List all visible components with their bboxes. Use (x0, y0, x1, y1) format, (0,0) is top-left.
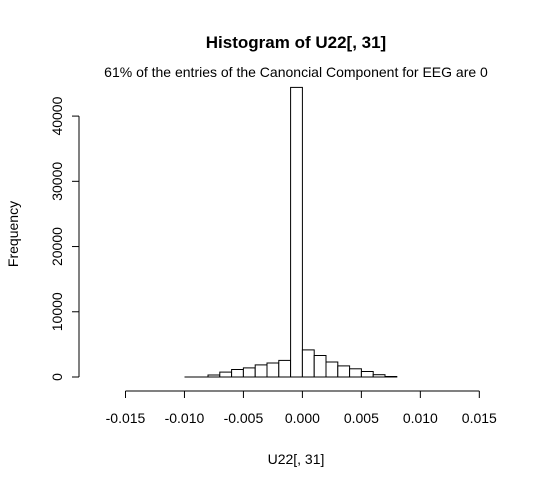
x-axis-label: U22[, 31] (268, 451, 325, 467)
histogram-bar (290, 86, 303, 378)
chart-subtitle: 61% of the entries of the Canoncial Comp… (104, 64, 488, 80)
y-tick-label: 40000 (49, 96, 65, 135)
x-tick-label: -0.010 (165, 410, 205, 426)
x-tick-label: 0.015 (462, 410, 497, 426)
y-tick-label: 20000 (49, 227, 65, 266)
chart-title: Histogram of U22[, 31] (206, 33, 386, 52)
histogram-bar (242, 367, 256, 378)
histogram-bar (313, 355, 327, 378)
histogram-bar (360, 371, 374, 378)
x-tick-label: 0.000 (285, 410, 320, 426)
histogram-bar (254, 364, 268, 378)
histogram-bar (231, 369, 244, 378)
histogram-bar (266, 362, 280, 378)
y-axis: 0 10000 20000 30000 40000 (49, 96, 80, 381)
histogram-bar (301, 349, 315, 378)
histogram-bar (219, 371, 233, 378)
x-axis: -0.015 -0.010 -0.005 0.000 0.005 0.010 0.015 (106, 390, 497, 426)
x-tick-label: -0.005 (224, 410, 264, 426)
x-tick-label: -0.015 (106, 410, 146, 426)
y-tick-label: 10000 (49, 292, 65, 331)
histogram-bar (325, 361, 339, 378)
x-tick-label: 0.005 (344, 410, 379, 426)
histogram-bars (184, 86, 398, 378)
x-tick-label: 0.010 (403, 410, 438, 426)
histogram-bar (349, 368, 362, 378)
y-tick-label: 0 (49, 373, 65, 381)
histogram-bar (278, 359, 292, 378)
histogram-bar (337, 365, 351, 378)
y-tick-label: 30000 (49, 162, 65, 201)
y-axis-label: Frequency (5, 201, 21, 267)
